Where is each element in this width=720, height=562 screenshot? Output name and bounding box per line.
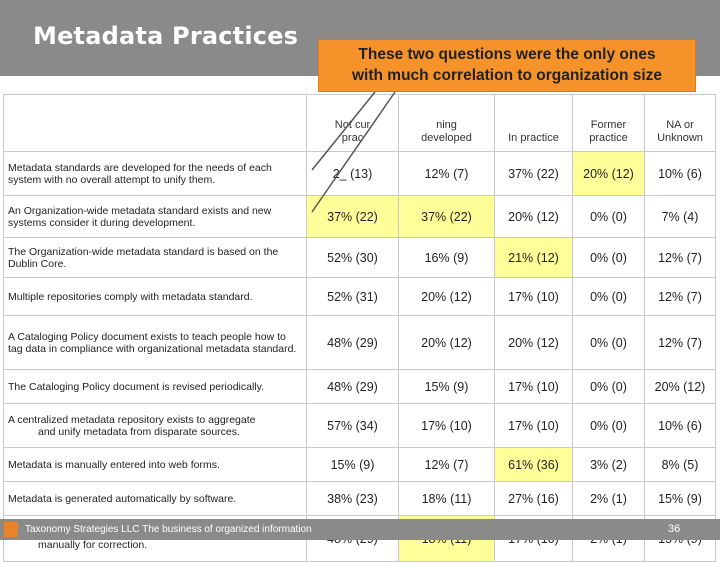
value-cell: 48% (29)	[306, 315, 399, 370]
value-cell: 15% (9)	[644, 481, 716, 516]
value-cell: 15% (9)	[398, 369, 495, 404]
value-cell: 7% (4)	[644, 195, 716, 238]
value-cell: 57% (34)	[306, 403, 399, 448]
value-cell: 48% (29)	[306, 369, 399, 404]
value-cell: 20% (12)	[572, 151, 645, 196]
value-cell: 0% (0)	[572, 369, 645, 404]
table-row: Multiple repositories comply with metada…	[3, 277, 716, 316]
col-header-na: NA or Unknown	[644, 94, 716, 152]
value-cell: 20% (12)	[644, 369, 716, 404]
value-cell: 12% (7)	[644, 277, 716, 316]
value-cell: 0% (0)	[572, 403, 645, 448]
slide-title: Metadata Practices	[33, 22, 299, 50]
value-cell: 12% (7)	[398, 151, 495, 196]
value-cell: 27% (16)	[494, 481, 573, 516]
col-header-in-practice: In practice	[494, 94, 573, 152]
value-cell: 15% (9)	[306, 447, 399, 482]
question-line: A centralized metadata repository exists…	[8, 413, 256, 426]
value-cell: 17% (10)	[398, 403, 495, 448]
col-header-not-practiced: Not cur prac	[306, 94, 399, 152]
table-row: Metadata is generated automatically by s…	[3, 481, 716, 516]
value-cell: 52% (31)	[306, 277, 399, 316]
question-line: and unify metadata from disparate source…	[38, 425, 240, 438]
footer-company: Taxonomy Strategies LLC The business of …	[25, 524, 312, 535]
question-cell: The Cataloging Policy document is revise…	[3, 369, 307, 404]
value-cell: 16% (9)	[398, 237, 495, 278]
value-cell: 8% (5)	[644, 447, 716, 482]
col-header-former: Former practice	[572, 94, 645, 152]
question-cell: A centralized metadata repository exists…	[3, 403, 307, 448]
value-cell: 0% (0)	[572, 315, 645, 370]
question-line: manually for correction.	[38, 538, 148, 551]
value-cell: 2_ (13)	[306, 151, 399, 196]
table-row: An Organization-wide metadata standard e…	[3, 195, 716, 238]
value-cell: 20% (12)	[494, 195, 573, 238]
value-cell: 37% (22)	[306, 195, 399, 238]
callout-line-2: with much correlation to organization si…	[351, 67, 663, 84]
page-number: 36	[668, 523, 681, 535]
value-cell: 10% (6)	[644, 151, 716, 196]
table-row: A Cataloging Policy document exists to t…	[3, 315, 716, 370]
callout-line-1: These two questions were the only ones	[358, 46, 656, 63]
question-cell: A Cataloging Policy document exists to t…	[3, 315, 307, 370]
question-cell: Metadata is manually entered into web fo…	[3, 447, 307, 482]
value-cell: 37% (22)	[398, 195, 495, 238]
value-cell: 52% (30)	[306, 237, 399, 278]
value-cell: 0% (0)	[572, 237, 645, 278]
company-logo	[4, 522, 18, 537]
value-cell: 61% (36)	[494, 447, 573, 482]
question-cell: Multiple repositories comply with metada…	[3, 277, 307, 316]
value-cell: 17% (10)	[494, 369, 573, 404]
question-cell: An Organization-wide metadata standard e…	[3, 195, 307, 238]
value-cell: 20% (12)	[398, 315, 495, 370]
value-cell: 38% (23)	[306, 481, 399, 516]
value-cell: 21% (12)	[494, 237, 573, 278]
value-cell: 10% (6)	[644, 403, 716, 448]
footer-bar: Taxonomy Strategies LLC The business of …	[0, 519, 720, 540]
value-cell: 17% (10)	[494, 403, 573, 448]
table-row: The Cataloging Policy document is revise…	[3, 369, 716, 404]
callout-box: These two questions were the only ones w…	[318, 39, 696, 92]
question-cell: Metadata is generated automatically by s…	[3, 481, 307, 516]
value-cell: 37% (22)	[494, 151, 573, 196]
question-cell: Metadata standards are developed for the…	[3, 151, 307, 196]
table-row: The Organization-wide metadata standard …	[3, 237, 716, 278]
value-cell: 20% (12)	[398, 277, 495, 316]
header-row: Not cur prac ning developed In practice Fo…	[3, 94, 716, 152]
value-cell: 0% (0)	[572, 277, 645, 316]
table-row: Metadata standards are developed for the…	[3, 151, 716, 196]
value-cell: 12% (7)	[398, 447, 495, 482]
value-cell: 17% (10)	[494, 277, 573, 316]
value-cell: 3% (2)	[572, 447, 645, 482]
value-cell: 12% (7)	[644, 315, 716, 370]
value-cell: 18% (11)	[398, 481, 495, 516]
table-row: Metadata is manually entered into web fo…	[3, 447, 716, 482]
value-cell: 0% (0)	[572, 195, 645, 238]
table-row: A centralized metadata repository exists…	[3, 403, 716, 448]
col-header-planning: ning developed	[398, 94, 495, 152]
value-cell: 2% (1)	[572, 481, 645, 516]
question-cell: The Organization-wide metadata standard …	[3, 237, 307, 278]
value-cell: 20% (12)	[494, 315, 573, 370]
practices-table: Not cur prac ning developed In practice Fo…	[3, 94, 716, 562]
header-question-cell	[3, 94, 307, 152]
value-cell: 12% (7)	[644, 237, 716, 278]
